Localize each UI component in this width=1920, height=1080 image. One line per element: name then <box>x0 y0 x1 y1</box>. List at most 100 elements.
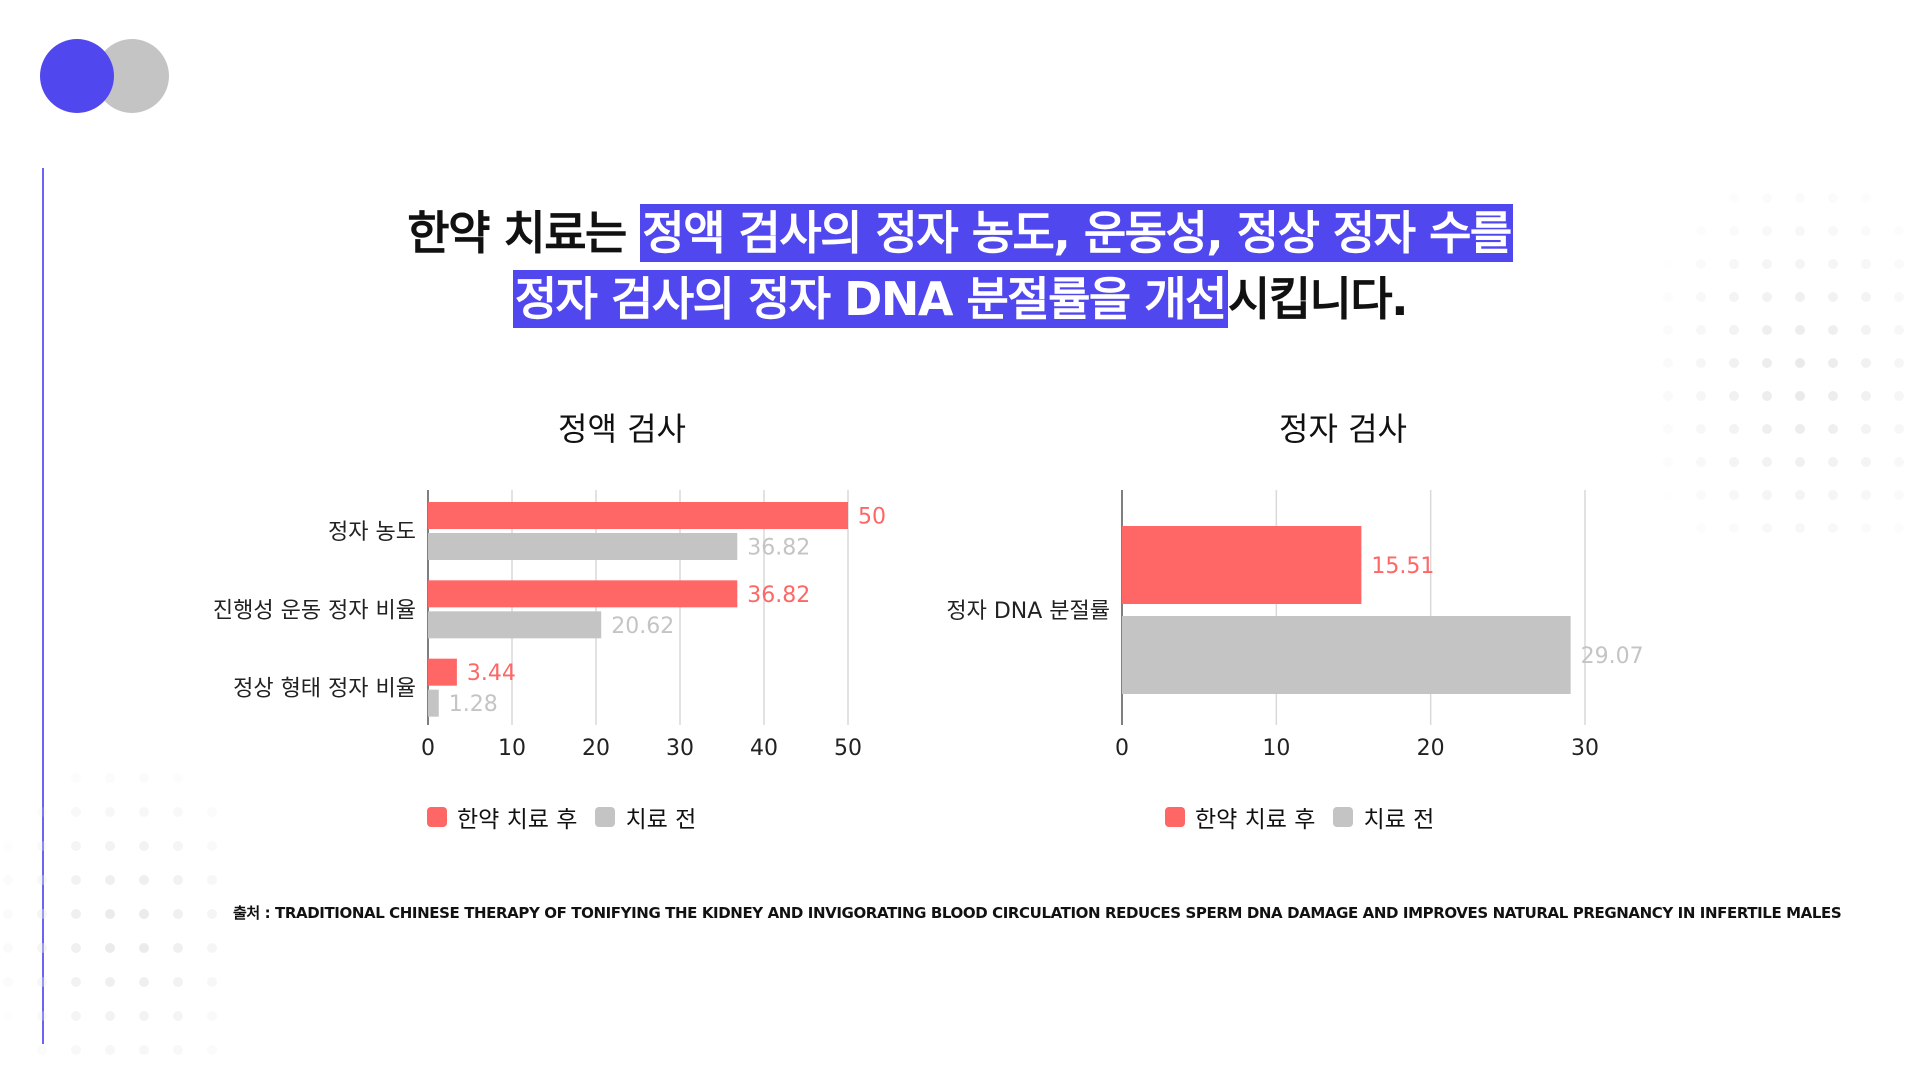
dot <box>1729 292 1739 302</box>
dot <box>3 1011 13 1021</box>
legend-before-swatch <box>595 807 616 827</box>
dot <box>71 841 81 851</box>
dot <box>1762 391 1772 401</box>
chart1-tick-label: 20 <box>582 736 610 761</box>
dot <box>71 773 81 783</box>
dot <box>1663 490 1673 500</box>
dot <box>1729 325 1739 335</box>
dot <box>3 875 13 885</box>
dot <box>1762 226 1772 236</box>
dot <box>1795 457 1805 467</box>
dot <box>1828 292 1838 302</box>
dot <box>173 977 183 987</box>
dot <box>1762 358 1772 368</box>
legend-after-swatch <box>1165 807 1185 827</box>
dot <box>3 977 13 987</box>
dot <box>1795 358 1805 368</box>
chart1-bar-after <box>428 580 738 608</box>
dot <box>1795 226 1805 236</box>
chart1-bar-before <box>428 689 439 717</box>
dot <box>1861 424 1871 434</box>
legend-before-swatch <box>1333 807 1354 827</box>
dot <box>1762 259 1772 269</box>
dot <box>139 807 149 817</box>
dot <box>71 977 81 987</box>
chart1-data-label: 20.62 <box>611 614 674 639</box>
dot <box>37 1045 47 1055</box>
dot <box>37 977 47 987</box>
dot <box>1795 193 1805 203</box>
dot <box>105 841 115 851</box>
dot <box>1795 490 1805 500</box>
chart1-legend: 한약 치료 후 치료 전 <box>427 800 714 834</box>
chart1-data-label: 50 <box>858 505 886 530</box>
dot <box>105 943 115 953</box>
dot <box>207 977 217 987</box>
dot <box>1795 325 1805 335</box>
dot <box>207 807 217 817</box>
dot <box>1663 292 1673 302</box>
dot <box>37 807 47 817</box>
dot <box>139 909 149 919</box>
dot <box>105 1045 115 1055</box>
chart2-tick-label: 30 <box>1571 736 1599 761</box>
chart1-category-label: 진행성 운동 정자 비율 <box>213 598 416 623</box>
chart1-bar-before <box>428 533 738 560</box>
dot <box>1828 457 1838 467</box>
dot <box>1795 391 1805 401</box>
dot <box>1696 457 1706 467</box>
dot <box>173 909 183 919</box>
dot <box>1894 226 1904 236</box>
dot <box>3 909 13 919</box>
chart1-tick-label: 0 <box>421 736 435 761</box>
dot <box>139 1045 149 1055</box>
dot <box>207 943 217 953</box>
dot <box>1729 259 1739 269</box>
dot <box>1696 259 1706 269</box>
legend-after-label: 한약 치료 후 <box>457 807 578 833</box>
dot <box>37 909 47 919</box>
dot <box>173 841 183 851</box>
chart1-tick-label: 50 <box>834 736 862 761</box>
dot-pattern-left <box>3 773 217 1055</box>
dot <box>173 875 183 885</box>
chart2-title: 정자 검사 <box>1279 410 1407 448</box>
dot <box>3 943 13 953</box>
chart1-bar-after <box>428 502 848 529</box>
legend-after-swatch <box>427 807 447 827</box>
dot <box>1762 292 1772 302</box>
dot <box>1861 226 1871 236</box>
dot <box>139 773 149 783</box>
dot <box>1696 391 1706 401</box>
dot <box>1762 193 1772 203</box>
dot <box>207 1045 217 1055</box>
dot <box>139 875 149 885</box>
dot <box>71 909 81 919</box>
dot <box>37 1011 47 1021</box>
chart2-data-label: 29.07 <box>1581 644 1644 669</box>
dot-pattern-right <box>1663 193 1904 533</box>
dot <box>71 943 81 953</box>
dot <box>105 977 115 987</box>
dot <box>1729 358 1739 368</box>
dot <box>3 841 13 851</box>
dot <box>37 841 47 851</box>
headline-line1-plain: 한약 치료는 <box>407 206 641 260</box>
dot <box>1795 292 1805 302</box>
dot <box>1729 193 1739 203</box>
chart2-data-label: 15.51 <box>1371 554 1434 579</box>
dot <box>1729 523 1739 533</box>
dot <box>1828 391 1838 401</box>
dot <box>1795 259 1805 269</box>
headline: 한약 치료는 정액 검사의 정자 농도, 운동성, 정상 정자 수를 정자 검사… <box>0 200 1920 332</box>
dot <box>1861 490 1871 500</box>
dot <box>1828 226 1838 236</box>
dot <box>105 909 115 919</box>
dot <box>207 909 217 919</box>
headline-line2-highlight: 정자 검사의 정자 DNA 분절률을 개선 <box>512 270 1228 328</box>
dot <box>139 943 149 953</box>
dot <box>1795 523 1805 533</box>
dot <box>1828 193 1838 203</box>
dot <box>1762 523 1772 533</box>
dot <box>37 943 47 953</box>
